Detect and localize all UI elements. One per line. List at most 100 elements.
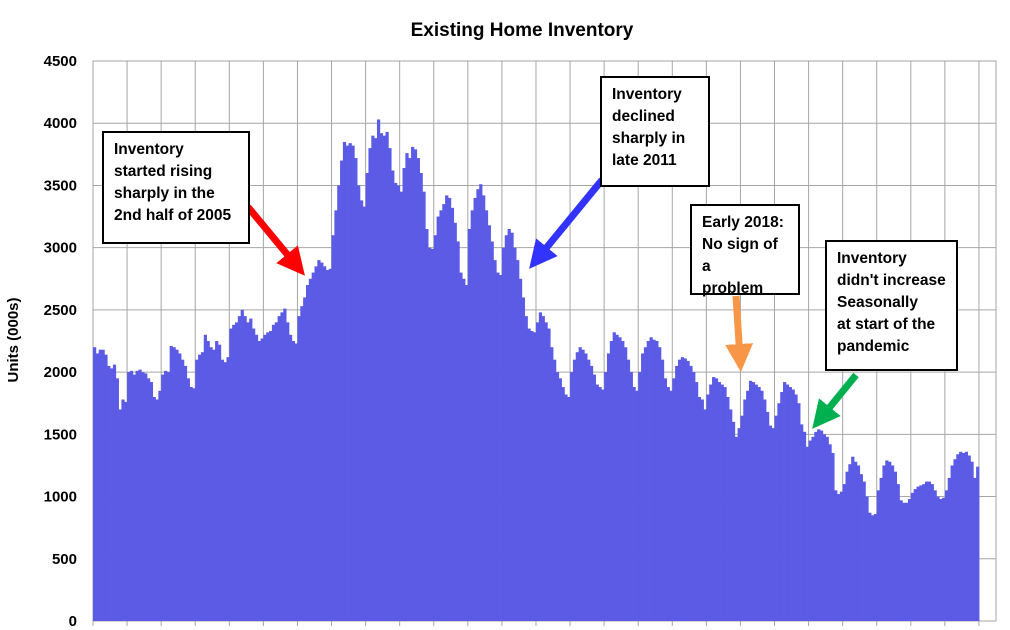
bar (433, 235, 437, 621)
bar (757, 387, 761, 621)
bar (851, 456, 855, 621)
bar (956, 454, 960, 621)
bar (697, 397, 702, 621)
bar (930, 484, 934, 621)
y-tick-label: 2500 (44, 302, 77, 319)
bar (672, 378, 676, 621)
bar (507, 229, 511, 621)
bar (334, 210, 338, 621)
bar (714, 378, 719, 621)
bar (873, 513, 878, 621)
bar (399, 191, 403, 622)
bar (743, 399, 747, 621)
bar (780, 392, 784, 621)
bar (220, 359, 225, 621)
bar (689, 365, 693, 621)
bar (243, 316, 247, 621)
bar (456, 241, 460, 621)
bar (499, 275, 503, 621)
bar (885, 460, 889, 621)
bar (547, 328, 551, 621)
bar (476, 189, 480, 621)
bar (317, 260, 321, 621)
bar (942, 497, 946, 621)
bar (760, 390, 764, 621)
bar (305, 285, 310, 621)
bar (161, 374, 165, 621)
bar (609, 341, 614, 621)
bar (249, 318, 253, 621)
bar (606, 353, 611, 621)
bar (217, 344, 222, 621)
bar (274, 322, 278, 621)
arrow-red (245, 204, 305, 276)
bar (163, 370, 168, 621)
bar (570, 372, 574, 621)
bar (635, 390, 639, 621)
y-tick-label: 4500 (44, 53, 77, 70)
bar (663, 378, 667, 621)
bar (101, 349, 105, 621)
annotation-box: Inventory didn't increase Seasonally at … (825, 240, 958, 371)
bar (484, 210, 489, 621)
bar (919, 485, 923, 621)
bar (263, 334, 267, 621)
bar (132, 374, 136, 621)
bar (939, 499, 943, 621)
bar (445, 195, 449, 621)
bar (149, 382, 154, 621)
bar (555, 372, 560, 621)
bar (834, 490, 838, 621)
bar (726, 397, 730, 621)
bar (953, 459, 957, 621)
bar (308, 278, 313, 621)
bar (800, 424, 804, 621)
bar (922, 484, 926, 621)
bar (740, 415, 744, 621)
bar (459, 272, 463, 621)
bar (916, 486, 920, 621)
bar (808, 440, 812, 621)
bar (487, 225, 491, 621)
bar (518, 278, 523, 621)
bar (257, 341, 261, 621)
bar (723, 387, 727, 621)
bar (751, 382, 756, 621)
bar (271, 324, 276, 621)
bar (340, 160, 344, 621)
y-tick-label: 1500 (44, 426, 77, 443)
bar (178, 353, 182, 621)
bar (527, 328, 531, 621)
bar (967, 455, 971, 621)
bar (854, 461, 858, 621)
y-tick-label: 500 (52, 551, 77, 568)
bar (910, 492, 915, 621)
bar (226, 357, 230, 621)
bar (734, 436, 738, 621)
bar (467, 229, 472, 621)
bar (641, 353, 645, 621)
bar (447, 197, 452, 621)
bar (783, 382, 787, 621)
bar (973, 477, 977, 621)
bar (632, 387, 636, 621)
bar (291, 341, 296, 621)
bar (535, 322, 540, 621)
bar (703, 409, 707, 621)
bar (280, 312, 284, 621)
bar (572, 359, 577, 621)
bar (496, 272, 500, 621)
bar (802, 431, 807, 621)
bar (720, 384, 724, 621)
bar (944, 490, 949, 621)
bar (947, 477, 951, 621)
bar (146, 378, 151, 621)
bar (791, 389, 795, 621)
arrow-green (812, 372, 859, 429)
bar (581, 349, 585, 621)
bar (771, 428, 775, 621)
bar (311, 272, 315, 621)
bar (232, 324, 236, 621)
annotation-arrows (245, 177, 859, 429)
bar (839, 491, 844, 621)
